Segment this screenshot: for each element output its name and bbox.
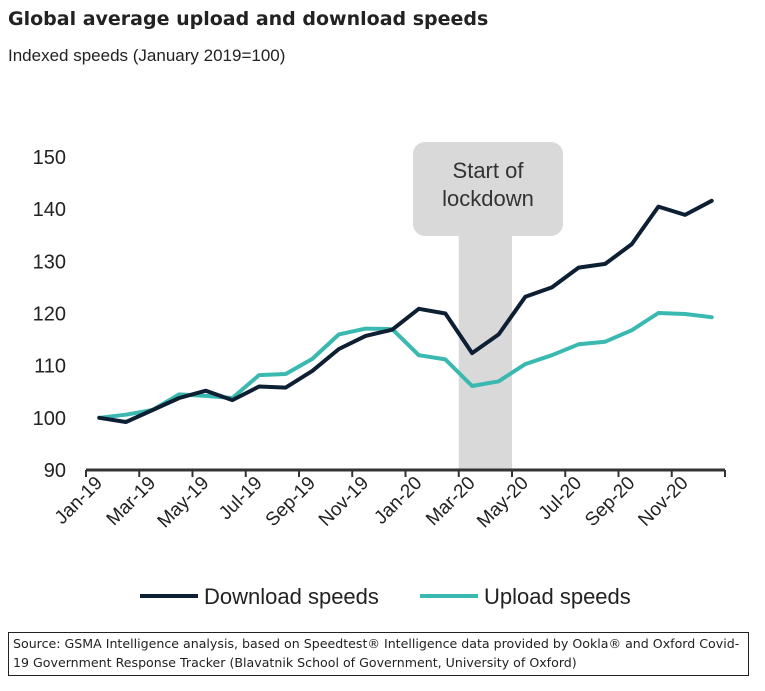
- x-tick-label: Nov-20: [634, 473, 692, 531]
- y-tick-label: 150: [33, 147, 66, 169]
- x-tick-label: Jan-20: [370, 473, 426, 529]
- lockdown-label-line1: Start of: [453, 158, 525, 183]
- y-tick-label: 140: [33, 199, 66, 221]
- x-tick-label: Jul-20: [535, 473, 586, 524]
- series-line-download: [97, 198, 714, 424]
- x-tick-label: Mar-20: [422, 473, 479, 530]
- x-tick-label: Sep-19: [262, 473, 320, 531]
- x-tick-label: Mar-19: [103, 473, 160, 530]
- x-tick-label: Jul-19: [215, 473, 266, 524]
- lockdown-band: [458, 200, 512, 470]
- series-line-upload: [97, 311, 714, 420]
- x-tick-label: Sep-20: [581, 473, 639, 531]
- legend-label-download: Download speeds: [204, 584, 379, 609]
- lockdown-label-line2: lockdown: [442, 186, 534, 211]
- y-tick-label: 100: [33, 408, 66, 430]
- legend-label-upload: Upload speeds: [484, 584, 631, 609]
- y-tick-label: 90: [44, 460, 66, 482]
- y-tick-label: 130: [33, 251, 66, 273]
- x-tick-label: May-20: [473, 473, 533, 533]
- chart-title: Global average upload and download speed…: [8, 8, 489, 30]
- y-tick-label: 120: [33, 304, 66, 326]
- y-tick-label: 110: [34, 356, 66, 378]
- lockdown-label-box: [413, 142, 563, 236]
- x-tick-label: May-19: [154, 473, 214, 533]
- source-note: Source: GSMA Intelligence analysis, base…: [8, 632, 749, 676]
- x-tick-label: Nov-19: [315, 473, 373, 531]
- chart-subtitle: Indexed speeds (January 2019=100): [8, 46, 286, 65]
